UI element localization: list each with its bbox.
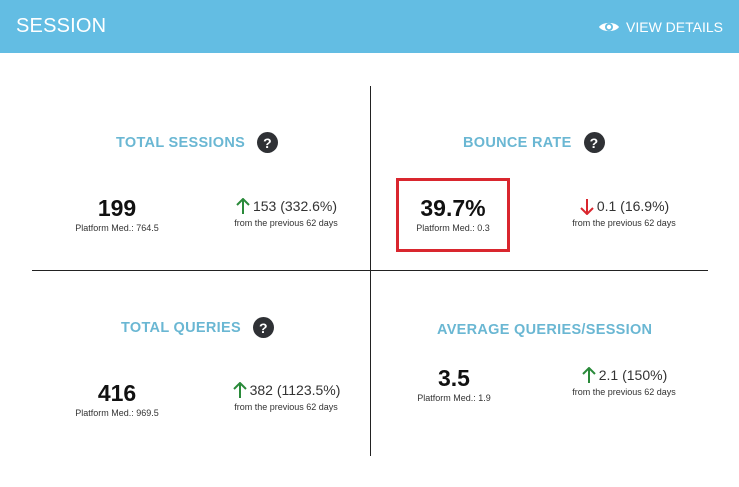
platform-median: Platform Med.: 764.5: [75, 223, 159, 233]
total-sessions-label: TOTAL SESSIONS: [116, 134, 246, 151]
total-queries-label: TOTAL QUERIES: [121, 319, 241, 336]
platform-median: Platform Med.: 0.3: [416, 223, 490, 233]
arrow-up-icon: [581, 366, 597, 384]
session-header: SESSION VIEW DETAILS: [0, 0, 739, 53]
vertical-divider: [370, 86, 371, 456]
change-value: 382 (1123.5%): [249, 382, 341, 398]
header-title: SESSION: [16, 15, 107, 37]
horizontal-divider: [32, 270, 708, 271]
arrow-up-icon: [235, 197, 251, 215]
average-queries-value: 3.5: [438, 365, 470, 391]
bounce-rate-value-block: 39.7% Platform Med.: 0.3: [396, 195, 510, 233]
view-details-button[interactable]: VIEW DETAILS: [598, 16, 723, 38]
bounce-rate-value: 39.7%: [420, 195, 486, 221]
average-queries-change: 2.1 (150%) from the previous 62 days: [554, 366, 694, 397]
change-period: from the previous 62 days: [234, 402, 338, 412]
average-queries-value-block: 3.5 Platform Med.: 1.9: [394, 365, 514, 403]
arrow-down-icon: [579, 198, 595, 215]
change-period: from the previous 62 days: [572, 387, 676, 397]
help-icon[interactable]: ?: [257, 132, 279, 153]
total-queries-title: TOTAL QUERIES ?: [121, 317, 274, 338]
change-value: 2.1 (150%): [598, 367, 668, 383]
total-sessions-value-block: 199 Platform Med.: 764.5: [57, 195, 177, 233]
arrow-up-icon: [232, 381, 248, 399]
change-value: 0.1 (16.9%): [596, 198, 670, 214]
average-queries-title: AVERAGE QUERIES/SESSION: [437, 322, 652, 338]
highlight-box: [396, 178, 510, 252]
total-sessions-title: TOTAL SESSIONS ?: [116, 132, 279, 153]
total-queries-change: 382 (1123.5%) from the previous 62 days: [216, 381, 356, 412]
change-value: 153 (332.6%): [252, 198, 338, 214]
change-period: from the previous 62 days: [234, 218, 338, 228]
average-queries-label: AVERAGE QUERIES/SESSION: [437, 322, 653, 338]
help-icon[interactable]: ?: [252, 317, 274, 338]
bounce-rate-label: BOUNCE RATE: [463, 134, 572, 151]
help-icon[interactable]: ?: [583, 132, 605, 153]
total-sessions-value: 199: [97, 195, 137, 221]
total-queries-value: 416: [97, 380, 137, 406]
platform-median: Platform Med.: 1.9: [417, 393, 491, 403]
bounce-rate-title: BOUNCE RATE ?: [463, 132, 605, 153]
eye-icon: [598, 20, 620, 34]
view-details-label: VIEW DETAILS: [626, 19, 723, 35]
platform-median: Platform Med.: 969.5: [75, 408, 159, 418]
bounce-rate-change: 0.1 (16.9%) from the previous 62 days: [554, 197, 694, 228]
total-queries-value-block: 416 Platform Med.: 969.5: [57, 380, 177, 418]
total-sessions-change: 153 (332.6%) from the previous 62 days: [216, 197, 356, 228]
change-period: from the previous 62 days: [572, 218, 676, 228]
